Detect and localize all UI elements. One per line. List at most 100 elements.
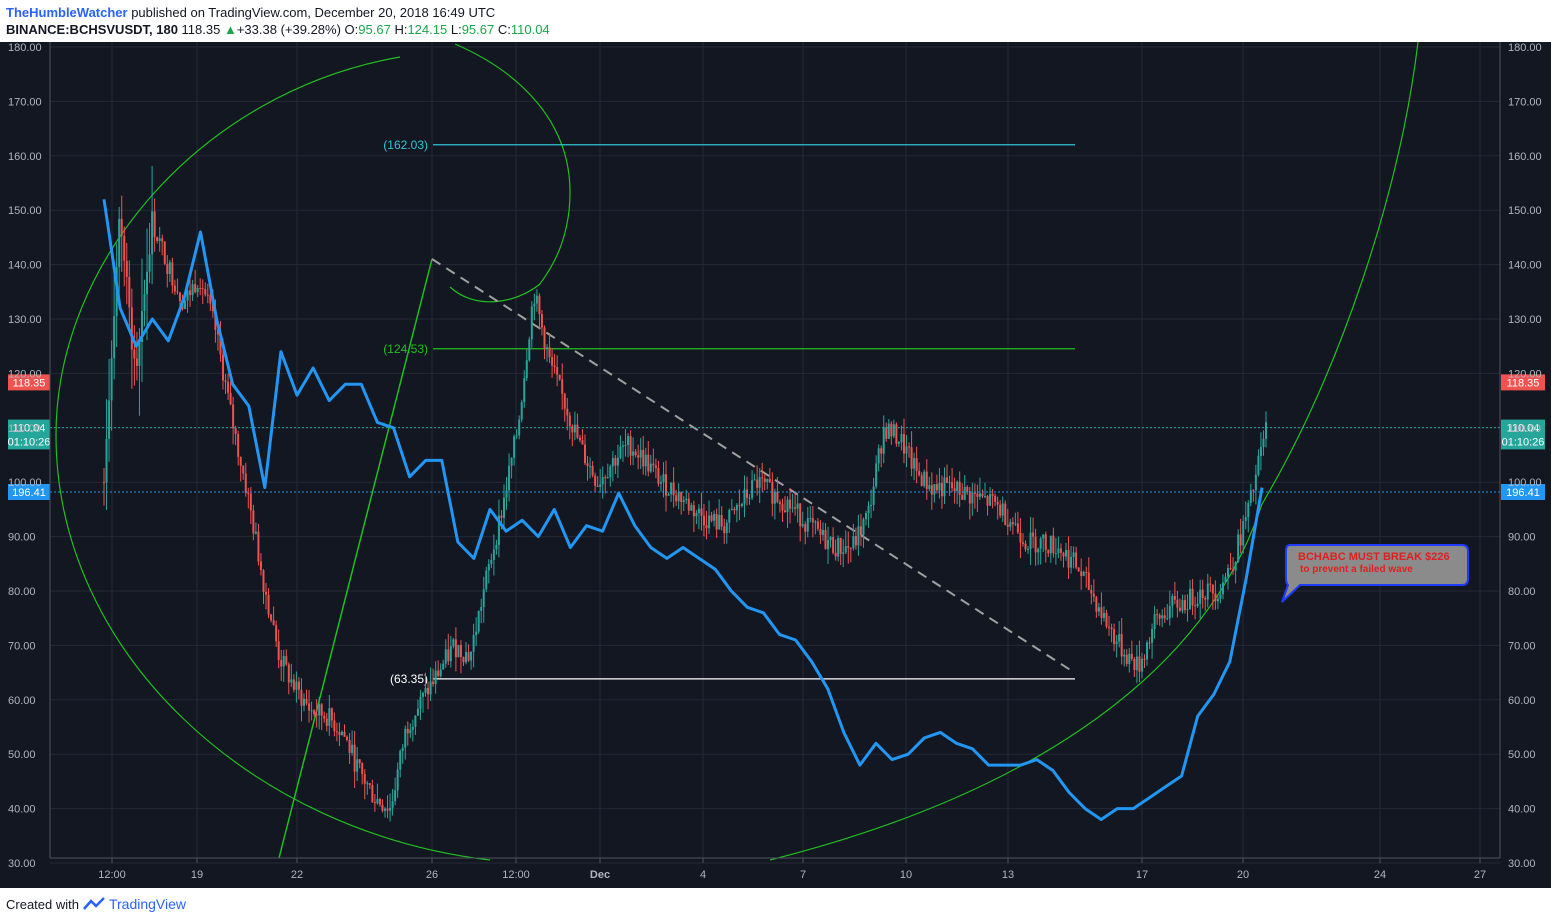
candle-body [1040,538,1042,548]
x-tick-label: 22 [291,869,303,881]
candle-body [903,434,905,453]
y-tick-label-right: 140.00 [1508,260,1542,272]
candle-body [943,477,945,496]
candle-body [609,466,611,477]
candle-body [419,697,421,709]
candle-body [754,479,756,480]
candle-body [938,483,940,490]
candle-body [146,272,148,294]
candle-body [690,505,692,511]
candle-body [766,479,768,482]
candle-body [422,693,424,697]
candle-body [906,446,908,453]
author-link[interactable]: TheHumbleWatcher [6,5,128,20]
candle-body [427,688,429,694]
candle-body [868,506,870,513]
candle-body [407,729,409,733]
candle-body [452,639,454,646]
candle-body [235,428,237,434]
candle-body [1080,571,1082,576]
candle-body [1057,548,1059,553]
candle-body [713,514,715,521]
x-tick-label: 27 [1474,869,1486,881]
candle-body [533,304,535,307]
candle-body [703,516,705,526]
candle-body [554,366,556,368]
candle-body [612,458,614,466]
candle-body [802,524,804,526]
candle-body [295,682,297,690]
candle-body [402,748,404,751]
candle-body [1230,568,1232,569]
candle-body [531,306,533,339]
candle-body [255,532,257,534]
candle-body [680,492,682,502]
tradingview-brand[interactable]: TradingView [109,896,186,912]
candle-body [865,513,867,519]
y-tick-label-left: 50.00 [8,749,36,761]
high-value: 124.15 [407,22,447,37]
candle-body [273,620,275,625]
price-tag-right-text: 01:10:26 [1502,436,1545,448]
candle-body [199,288,201,289]
y-tick-label-right: 30.00 [1508,858,1536,870]
candle-body [1085,572,1087,573]
candle-body [619,447,621,458]
candle-body [974,493,976,494]
y-tick-label-right: 130.00 [1508,314,1542,326]
candle-body [316,714,318,715]
candle-body [1176,600,1178,608]
candle-body [1022,542,1024,543]
candle-body [250,494,252,511]
candle-body [878,448,880,463]
candle-body [361,763,363,774]
candle-body [589,466,591,467]
candle-body [1149,643,1151,644]
price-chart[interactable]: (162.03) (124.53) (63.35) 118.35 118.35 110.… [0,42,1551,888]
fib-level-label: (63.35) [390,672,428,686]
candle-body [731,509,733,510]
candle-body [706,525,708,528]
candle-body [417,709,419,716]
candle-body [736,505,738,510]
candle-body [1070,557,1072,568]
candle-body [399,751,401,769]
x-tick-label: 4 [700,869,706,881]
x-tick-label: 13 [1002,869,1014,881]
candle-body [1118,634,1120,641]
candle-body [1068,550,1070,568]
candle-body [293,679,295,689]
candle-body [366,783,368,784]
candle-body [480,607,482,611]
candle-body [1252,490,1254,491]
candle-body [1136,656,1138,670]
candle-body [607,477,609,478]
candle-body [1065,550,1067,557]
candle-body [716,514,718,530]
candle-body [257,532,259,562]
candle-body [240,457,242,466]
candle-body [1078,567,1080,571]
candle-body [404,729,406,748]
candle-body [376,799,378,803]
candle-body [490,560,492,564]
candle-body [1187,609,1189,610]
candle-body [1255,475,1257,491]
last-price: 118.35 [182,22,221,37]
high-label: H: [394,22,407,37]
candle-body [1131,654,1133,659]
candle-body [156,237,158,241]
candle-body [1062,553,1064,557]
candle-body [551,357,553,365]
x-tick-label: 12:00 [502,869,530,881]
tradingview-logo-icon [83,897,105,911]
candle-body [662,474,664,482]
candle-body [774,492,776,504]
candle-body [814,522,816,523]
candle-body [683,500,685,502]
candle-body [437,671,439,676]
candle-body [192,284,194,295]
candle-body [1260,447,1262,456]
callout-line1: BCHABC MUST BREAK $226 [1298,551,1450,563]
up-arrow-icon: ▲ [224,22,237,37]
